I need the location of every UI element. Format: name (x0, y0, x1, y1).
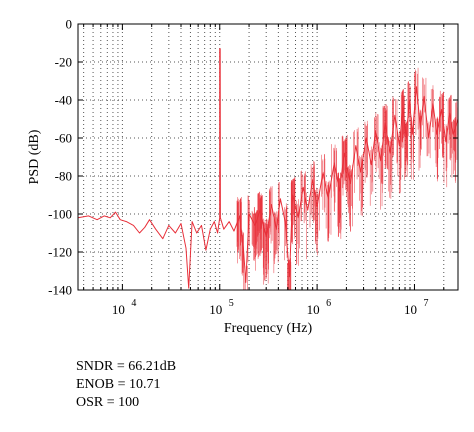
y-tick-label: -140 (48, 283, 72, 298)
x-tick-label: 10 (404, 302, 417, 317)
x-axis-label: Frequency (Hz) (224, 321, 313, 336)
psd-series (77, 48, 459, 290)
plot-frame (77, 23, 459, 291)
y-tick-label: -120 (48, 245, 72, 260)
x-tick-exponent: 5 (229, 298, 234, 309)
sndr-value: SNDR = 66.21dB (76, 359, 177, 374)
x-tick-exponent: 7 (423, 298, 428, 309)
metrics-block: SNDR = 66.21dB ENOB = 10.71 OSR = 100 (76, 358, 176, 412)
y-axis-label: PSD (dB) (27, 129, 42, 184)
x-tick-label: 10 (112, 302, 125, 317)
psd-noise-band (236, 67, 458, 290)
x-tick-label: 10 (209, 302, 222, 317)
psd-chart: 0 -20 -40 -60 -80 -100 -120 -140 10 4 10 5 10 6 10 7 F… (27, 17, 459, 336)
y-axis-ticks: 0 -20 -40 -60 -80 -100 -120 -140 (48, 17, 458, 298)
y-tick-label: -80 (55, 169, 72, 184)
x-tick-exponent: 4 (131, 298, 136, 309)
y-tick-label: -100 (48, 207, 72, 222)
y-tick-label: -40 (55, 93, 72, 108)
osr-value: OSR = 100 (76, 395, 140, 410)
y-tick-label: -20 (55, 55, 72, 70)
enob-value: ENOB = 10.71 (76, 377, 161, 392)
y-tick-label: 0 (66, 17, 73, 32)
y-tick-label: -60 (55, 131, 72, 146)
x-axis-ticks: 10 4 10 5 10 6 10 7 (83, 24, 445, 317)
x-tick-exponent: 6 (326, 298, 331, 309)
x-tick-label: 10 (307, 302, 320, 317)
